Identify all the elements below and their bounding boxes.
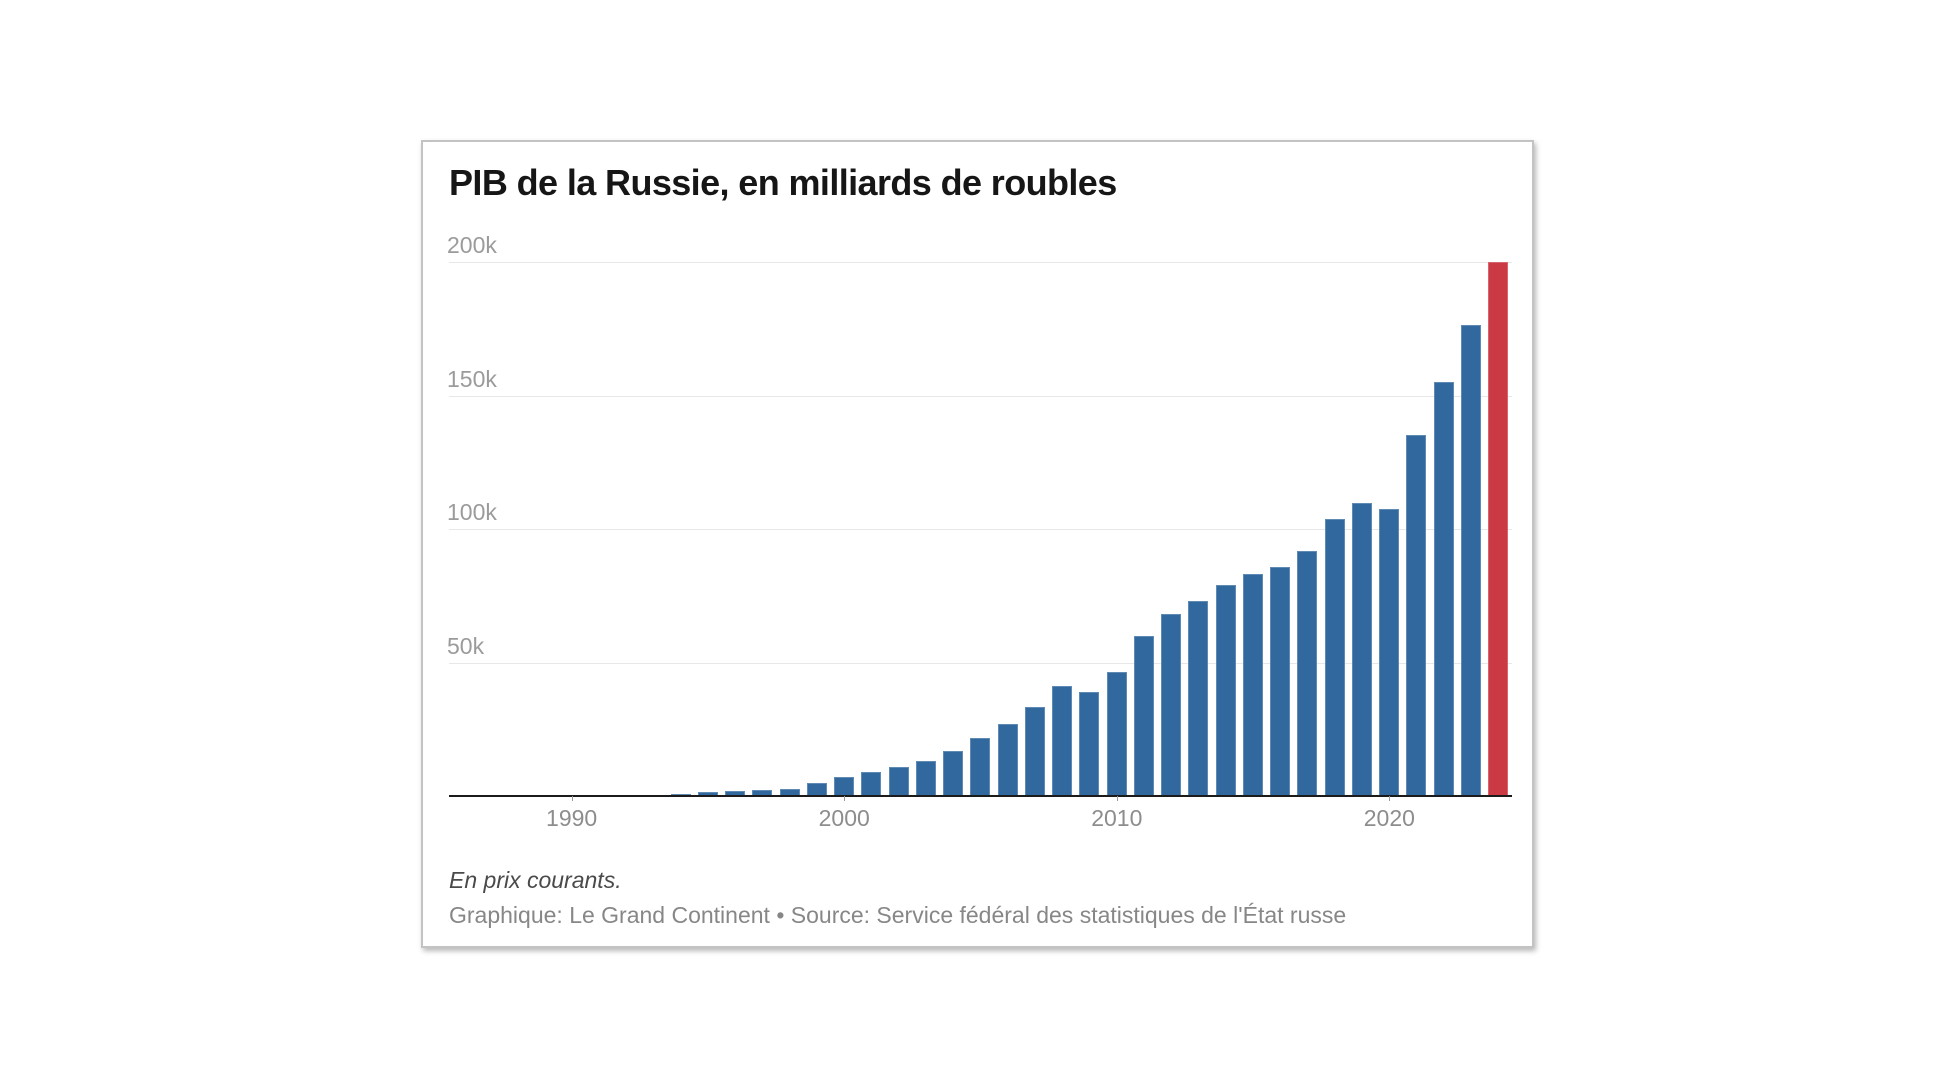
y-tick-label: 150k bbox=[447, 365, 497, 392]
bar[interactable] bbox=[1379, 508, 1400, 796]
bar-highlighted[interactable] bbox=[1488, 262, 1509, 796]
bar-slot bbox=[803, 262, 830, 796]
bar[interactable] bbox=[915, 760, 936, 796]
bar-slot bbox=[1294, 262, 1321, 796]
bar-slot bbox=[531, 262, 558, 796]
x-axis-tick bbox=[844, 796, 846, 801]
bar-slot bbox=[1348, 262, 1375, 796]
bar[interactable] bbox=[888, 767, 909, 796]
bar-slot bbox=[967, 262, 994, 796]
bar[interactable] bbox=[1161, 614, 1182, 796]
bar-slot bbox=[776, 262, 803, 796]
bar-slot bbox=[885, 262, 912, 796]
bar-slot bbox=[1267, 262, 1294, 796]
y-gridline bbox=[449, 262, 1512, 263]
chart-card: PIB de la Russie, en milliards de rouble… bbox=[421, 140, 1534, 948]
bar-slot bbox=[1158, 262, 1185, 796]
bar[interactable] bbox=[1351, 503, 1372, 796]
bars-container bbox=[449, 262, 1512, 796]
bar-slot bbox=[749, 262, 776, 796]
bar-slot bbox=[1185, 262, 1212, 796]
bar-slot bbox=[1076, 262, 1103, 796]
bar[interactable] bbox=[1406, 434, 1427, 796]
bar-slot bbox=[1485, 262, 1512, 796]
bar-slot bbox=[1321, 262, 1348, 796]
bar[interactable] bbox=[943, 750, 964, 796]
plot-area: 50k 100k 150k 200k 1990 2000 2010 2020 bbox=[447, 233, 1512, 831]
y-gridline bbox=[449, 662, 1512, 664]
bar-slot bbox=[831, 262, 858, 796]
bar[interactable] bbox=[970, 738, 991, 796]
bar-slot bbox=[476, 262, 503, 796]
x-axis-tick bbox=[1116, 796, 1118, 801]
bar-slot bbox=[1403, 262, 1430, 796]
bar-slot bbox=[1021, 262, 1048, 796]
bar[interactable] bbox=[1242, 574, 1263, 796]
bar[interactable] bbox=[1188, 601, 1209, 796]
x-tick-label: 2010 bbox=[1091, 805, 1143, 831]
y-tick-label: 100k bbox=[447, 499, 497, 525]
bar[interactable] bbox=[861, 772, 882, 796]
bar[interactable] bbox=[1079, 692, 1100, 796]
bar[interactable] bbox=[806, 783, 827, 796]
bar[interactable] bbox=[1270, 567, 1291, 796]
chart-footnote: En prix courants. bbox=[449, 867, 622, 893]
x-tick-label: 2000 bbox=[818, 805, 870, 831]
x-tick-label: 1990 bbox=[546, 805, 598, 831]
bar[interactable] bbox=[997, 724, 1018, 796]
x-axis-line bbox=[449, 795, 1512, 797]
bar[interactable] bbox=[1024, 707, 1045, 796]
x-tick-label: 2020 bbox=[1363, 805, 1415, 831]
bar-slot bbox=[1212, 262, 1239, 796]
bar-slot bbox=[858, 262, 885, 796]
y-gridline bbox=[449, 395, 1512, 397]
bar[interactable] bbox=[1106, 672, 1127, 796]
y-tick-label: 50k bbox=[447, 632, 485, 659]
bar[interactable] bbox=[1052, 685, 1073, 796]
bar[interactable] bbox=[1324, 518, 1345, 796]
bar-slot bbox=[694, 262, 721, 796]
bar-slot bbox=[912, 262, 939, 796]
bar[interactable] bbox=[725, 790, 746, 796]
bar[interactable] bbox=[779, 788, 800, 796]
bar[interactable] bbox=[1433, 381, 1454, 796]
y-gridline bbox=[449, 529, 1512, 530]
x-axis-tick bbox=[571, 796, 573, 801]
bar-slot bbox=[558, 262, 585, 796]
bar-slot bbox=[1103, 262, 1130, 796]
bar-slot bbox=[1130, 262, 1157, 796]
bar-slot bbox=[1049, 262, 1076, 796]
bar-slot bbox=[504, 262, 531, 796]
bar-slot bbox=[585, 262, 612, 796]
bar-slot bbox=[1239, 262, 1266, 796]
bar[interactable] bbox=[1133, 635, 1154, 796]
bar[interactable] bbox=[1215, 585, 1236, 796]
bar-slot bbox=[667, 262, 694, 796]
x-axis-tick bbox=[1389, 796, 1391, 801]
chart-title: PIB de la Russie, en milliards de rouble… bbox=[449, 162, 1117, 203]
bar-slot bbox=[640, 262, 667, 796]
bar[interactable] bbox=[752, 789, 773, 796]
bar-slot bbox=[994, 262, 1021, 796]
bar-slot bbox=[722, 262, 749, 796]
bar[interactable] bbox=[697, 792, 718, 796]
bar[interactable] bbox=[1297, 550, 1318, 796]
bar[interactable] bbox=[834, 776, 855, 796]
bar-slot bbox=[449, 262, 476, 796]
bar-slot bbox=[1457, 262, 1484, 796]
y-tick-label: 200k bbox=[447, 232, 497, 258]
bar-slot bbox=[613, 262, 640, 796]
bar-slot bbox=[940, 262, 967, 796]
bar-slot bbox=[1376, 262, 1403, 796]
bar[interactable] bbox=[1460, 325, 1481, 796]
chart-source-credit: Graphique: Le Grand Continent • Source: … bbox=[449, 902, 1347, 928]
bar-slot bbox=[1430, 262, 1457, 796]
